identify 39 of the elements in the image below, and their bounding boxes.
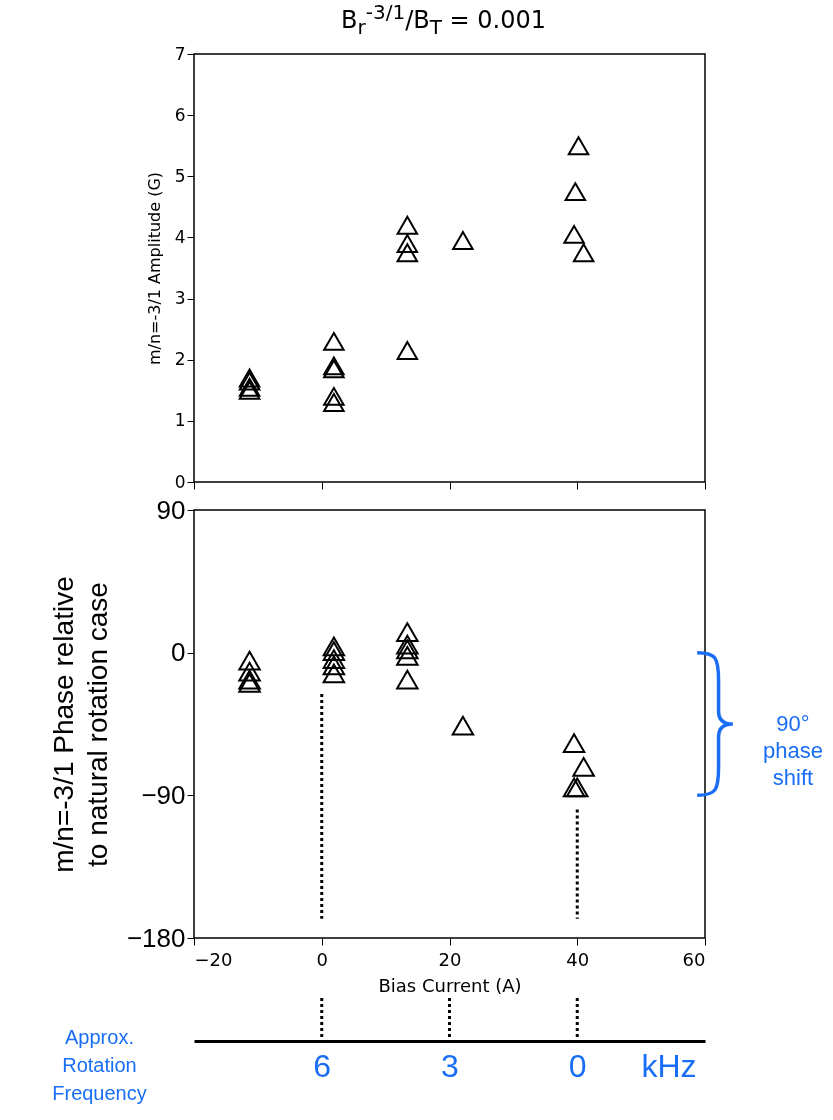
y-tick-label: 90	[156, 494, 186, 525]
x2-axis-title: Approx. Rotation Frequency	[52, 1025, 147, 1104]
point	[567, 136, 590, 156]
x2-tick-label: 3	[441, 1047, 459, 1084]
x-tick-label: −20	[194, 948, 233, 970]
x2-tick-label: 0	[568, 1047, 587, 1084]
y-tick-label: −180	[126, 922, 186, 953]
x-tick-label: 20	[438, 948, 462, 970]
y-tick-label: 0	[171, 637, 186, 668]
x-tick-label: 40	[566, 948, 590, 970]
point	[323, 393, 345, 412]
x-tick-label: 60	[682, 948, 706, 970]
y-tick-label: 5	[174, 165, 186, 186]
point	[396, 234, 419, 253]
y-tick-label: 7	[174, 43, 186, 64]
point	[396, 215, 419, 235]
point	[396, 341, 419, 360]
x-axis-title: Bias Current (A)	[378, 974, 522, 996]
y-tick-label: −90	[141, 779, 186, 810]
point	[452, 231, 474, 250]
x-tick-label: 0	[316, 948, 328, 970]
text: kHz	[641, 1048, 697, 1084]
point	[323, 386, 345, 406]
y-axis-title: m/n=-3/1 Amplitude (G)	[144, 171, 164, 366]
y-tick-label: 0	[174, 471, 186, 492]
point	[572, 243, 595, 263]
y-tick-label: 4	[174, 226, 186, 247]
y-tick-label: 3	[174, 288, 186, 309]
y-axis-title: m/n=-3/1 Phase relative to natural rotation case	[47, 576, 113, 873]
y-tick-label: 2	[174, 349, 186, 370]
y-tick-label: 6	[174, 104, 186, 125]
point	[396, 243, 419, 263]
point	[323, 331, 345, 351]
point	[564, 182, 587, 202]
chart-title: B$_{r}$$^{-3/1}$/B$_{T}$ = 0.001	[340, 0, 547, 40]
point	[563, 224, 585, 244]
text: 90° phase shift	[763, 711, 823, 790]
y-tick-label: 1	[174, 410, 186, 431]
x2-tick-label: 6	[313, 1047, 332, 1084]
